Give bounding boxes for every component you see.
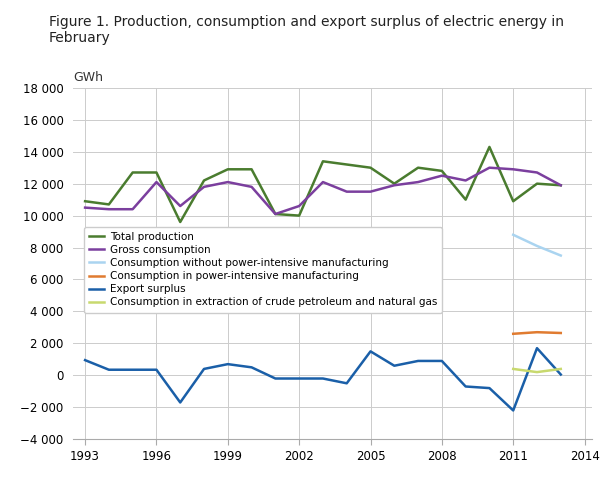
Export surplus <box>81 357 88 363</box>
Line: Consumption without power-intensive manufacturing: Consumption without power-intensive manu… <box>513 235 561 256</box>
Gross consumption <box>414 179 422 185</box>
Export surplus <box>200 366 207 372</box>
Gross consumption <box>462 178 469 183</box>
Total production <box>343 162 350 167</box>
Export surplus <box>343 380 350 386</box>
Export surplus <box>486 385 493 391</box>
Consumption in power-intensive manufacturing <box>533 329 540 335</box>
Gross consumption <box>367 189 374 195</box>
Gross consumption <box>390 183 398 188</box>
Total production <box>81 198 88 204</box>
Total production <box>438 168 445 174</box>
Total production <box>176 219 184 225</box>
Gross consumption <box>224 179 231 185</box>
Text: Figure 1. Production, consumption and export surplus of electric energy in
Febru: Figure 1. Production, consumption and ex… <box>49 15 564 45</box>
Gross consumption <box>248 184 255 190</box>
Line: Gross consumption: Gross consumption <box>85 168 561 214</box>
Consumption without power-intensive manufacturing <box>557 253 564 259</box>
Total production <box>224 166 231 172</box>
Export surplus <box>129 367 136 373</box>
Total production <box>271 211 279 217</box>
Text: GWh: GWh <box>73 71 103 84</box>
Legend: Total production, Gross consumption, Consumption without power-intensive manufac: Total production, Gross consumption, Con… <box>84 226 442 313</box>
Consumption in extraction of crude petroleum and natural gas <box>509 366 517 372</box>
Gross consumption <box>81 204 88 210</box>
Total production <box>557 183 564 188</box>
Consumption without power-intensive manufacturing <box>533 243 540 249</box>
Export surplus <box>176 400 184 406</box>
Gross consumption <box>176 203 184 209</box>
Gross consumption <box>533 169 540 175</box>
Export surplus <box>462 384 469 389</box>
Export surplus <box>557 371 564 377</box>
Consumption in power-intensive manufacturing <box>557 330 564 336</box>
Total production <box>248 166 255 172</box>
Export surplus <box>295 376 303 382</box>
Gross consumption <box>200 184 207 190</box>
Total production <box>462 197 469 203</box>
Total production <box>486 144 493 150</box>
Gross consumption <box>486 165 493 171</box>
Export surplus <box>390 363 398 368</box>
Consumption in extraction of crude petroleum and natural gas <box>557 366 564 372</box>
Export surplus <box>414 358 422 364</box>
Total production <box>414 165 422 171</box>
Total production <box>533 181 540 186</box>
Gross consumption <box>129 206 136 212</box>
Export surplus <box>367 348 374 354</box>
Export surplus <box>509 407 517 413</box>
Line: Export surplus: Export surplus <box>85 348 561 410</box>
Gross consumption <box>438 173 445 179</box>
Export surplus <box>248 365 255 370</box>
Total production <box>152 169 160 175</box>
Gross consumption <box>105 206 112 212</box>
Export surplus <box>438 358 445 364</box>
Gross consumption <box>152 179 160 185</box>
Total production <box>319 159 326 164</box>
Total production <box>129 169 136 175</box>
Line: Consumption in power-intensive manufacturing: Consumption in power-intensive manufactu… <box>513 332 561 334</box>
Consumption in extraction of crude petroleum and natural gas <box>533 369 540 375</box>
Gross consumption <box>509 166 517 172</box>
Total production <box>509 198 517 204</box>
Total production <box>295 213 303 219</box>
Gross consumption <box>557 183 564 188</box>
Total production <box>105 202 112 207</box>
Gross consumption <box>343 189 350 195</box>
Consumption in power-intensive manufacturing <box>509 331 517 337</box>
Total production <box>390 181 398 186</box>
Line: Total production: Total production <box>85 147 561 222</box>
Total production <box>367 165 374 171</box>
Consumption without power-intensive manufacturing <box>509 232 517 238</box>
Gross consumption <box>295 203 303 209</box>
Gross consumption <box>319 179 326 185</box>
Gross consumption <box>271 211 279 217</box>
Export surplus <box>319 376 326 382</box>
Total production <box>200 178 207 183</box>
Export surplus <box>105 367 112 373</box>
Export surplus <box>224 361 231 367</box>
Export surplus <box>533 345 540 351</box>
Export surplus <box>271 376 279 382</box>
Line: Consumption in extraction of crude petroleum and natural gas: Consumption in extraction of crude petro… <box>513 369 561 372</box>
Export surplus <box>152 367 160 373</box>
